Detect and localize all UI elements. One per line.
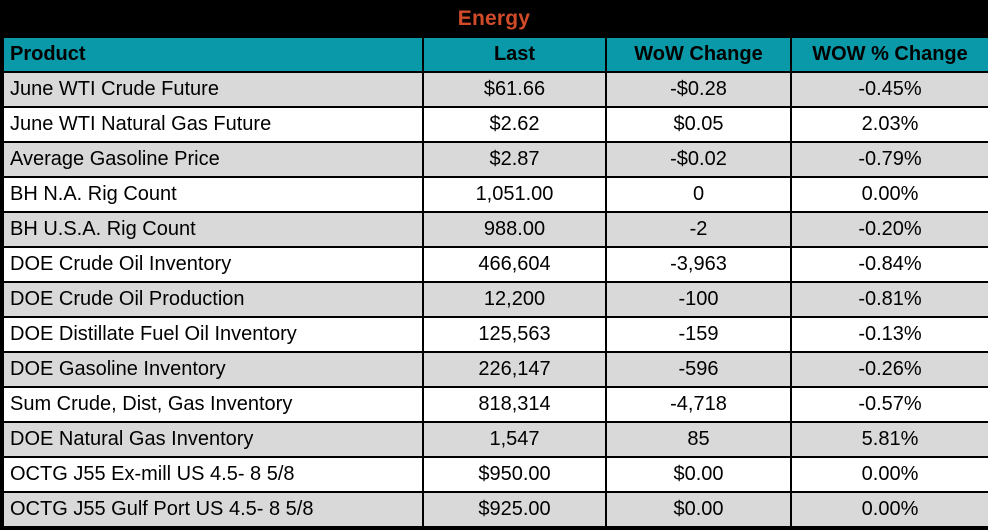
value-cell: $61.66 xyxy=(422,71,607,108)
value-cell: $0.00 xyxy=(605,456,792,493)
product-cell: BH N.A. Rig Count xyxy=(2,176,424,213)
value-cell: -3,963 xyxy=(605,246,792,283)
value-cell: $925.00 xyxy=(422,491,607,528)
product-cell: June WTI Natural Gas Future xyxy=(2,106,424,143)
value-cell: 226,147 xyxy=(422,351,607,388)
product-cell: DOE Distillate Fuel Oil Inventory xyxy=(2,316,424,353)
column-header-wow-change: WoW Change xyxy=(605,36,792,73)
value-cell: 818,314 xyxy=(422,386,607,423)
table-row: June WTI Natural Gas Future $2.62 $0.05 2.0… xyxy=(2,106,988,143)
product-cell: DOE Crude Oil Inventory xyxy=(2,246,424,283)
value-cell: 12,200 xyxy=(422,281,607,318)
value-cell: 0 xyxy=(605,176,792,213)
product-cell: DOE Crude Oil Production xyxy=(2,281,424,318)
product-cell: BH U.S.A. Rig Count xyxy=(2,211,424,248)
value-cell: -0.45% xyxy=(790,71,988,108)
table-row: OCTG J55 Ex-mill US 4.5- 8 5/8 $950.00 $0.… xyxy=(2,456,988,493)
header-row: Product Last WoW Change WOW % Change xyxy=(2,36,988,73)
product-cell: DOE Gasoline Inventory xyxy=(2,351,424,388)
value-cell: $2.62 xyxy=(422,106,607,143)
value-cell: $2.87 xyxy=(422,141,607,178)
value-cell: -4,718 xyxy=(605,386,792,423)
value-cell: 466,604 xyxy=(422,246,607,283)
value-cell: 0.00% xyxy=(790,456,988,493)
table-row: BH N.A. Rig Count 1,051.00 0 0.00% xyxy=(2,176,988,213)
value-cell: 1,547 xyxy=(422,421,607,458)
value-cell: -0.26% xyxy=(790,351,988,388)
value-cell: 988.00 xyxy=(422,211,607,248)
table-row: DOE Natural Gas Inventory 1,547 85 5.81% xyxy=(2,421,988,458)
table-row: DOE Crude Oil Production 12,200 -100 -0.81% xyxy=(2,281,988,318)
value-cell: 2.03% xyxy=(790,106,988,143)
value-cell: -596 xyxy=(605,351,792,388)
product-cell: Average Gasoline Price xyxy=(2,141,424,178)
value-cell: 5.81% xyxy=(790,421,988,458)
value-cell: $950.00 xyxy=(422,456,607,493)
value-cell: -0.79% xyxy=(790,141,988,178)
value-cell: $0.00 xyxy=(605,491,792,528)
value-cell: -0.84% xyxy=(790,246,988,283)
value-cell: -2 xyxy=(605,211,792,248)
table-row: DOE Distillate Fuel Oil Inventory 125,563… xyxy=(2,316,988,353)
value-cell: 0.00% xyxy=(790,491,988,528)
value-cell: 1,051.00 xyxy=(422,176,607,213)
value-cell: -0.57% xyxy=(790,386,988,423)
value-cell: 0.00% xyxy=(790,176,988,213)
table-row: DOE Gasoline Inventory 226,147 -596 -0.26% xyxy=(2,351,988,388)
column-header-wow-pct-change: WOW % Change xyxy=(790,36,988,73)
value-cell: -0.13% xyxy=(790,316,988,353)
value-cell: -$0.02 xyxy=(605,141,792,178)
product-cell: Sum Crude, Dist, Gas Inventory xyxy=(2,386,424,423)
column-header-product: Product xyxy=(2,36,424,73)
table-row: OCTG J55 Gulf Port US 4.5- 8 5/8 $925.00 $… xyxy=(2,491,988,528)
table-title: Energy xyxy=(2,2,986,36)
table-row: Average Gasoline Price $2.87 -$0.02 -0.79% xyxy=(2,141,988,178)
data-table: Product Last WoW Change WOW % Change June W… xyxy=(2,36,988,528)
value-cell: -0.81% xyxy=(790,281,988,318)
table-row: June WTI Crude Future $61.66 -$0.28 -0.45% xyxy=(2,71,988,108)
value-cell: $0.05 xyxy=(605,106,792,143)
value-cell: 125,563 xyxy=(422,316,607,353)
value-cell: -100 xyxy=(605,281,792,318)
column-header-last: Last xyxy=(422,36,607,73)
product-cell: DOE Natural Gas Inventory xyxy=(2,421,424,458)
table-body: June WTI Crude Future $61.66 -$0.28 -0.45% J… xyxy=(2,71,988,528)
product-cell: OCTG J55 Ex-mill US 4.5- 8 5/8 xyxy=(2,456,424,493)
product-cell: June WTI Crude Future xyxy=(2,71,424,108)
value-cell: 85 xyxy=(605,421,792,458)
value-cell: -$0.28 xyxy=(605,71,792,108)
product-cell: OCTG J55 Gulf Port US 4.5- 8 5/8 xyxy=(2,491,424,528)
table-row: DOE Crude Oil Inventory 466,604 -3,963 -0.8… xyxy=(2,246,988,283)
value-cell: -159 xyxy=(605,316,792,353)
table-row: Sum Crude, Dist, Gas Inventory 818,314 -4,… xyxy=(2,386,988,423)
value-cell: -0.20% xyxy=(790,211,988,248)
table-row: BH U.S.A. Rig Count 988.00 -2 -0.20% xyxy=(2,211,988,248)
